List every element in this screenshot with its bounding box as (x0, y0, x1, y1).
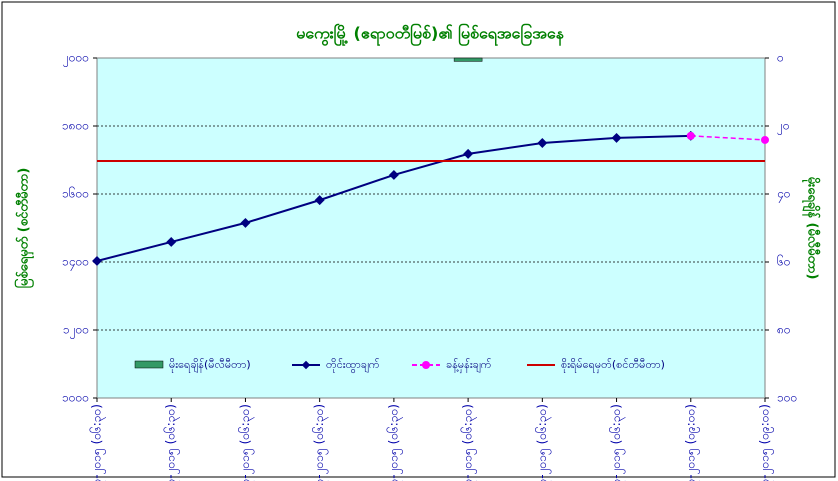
x-tick-label: ၉-၇-၂၀၁၅ (၀၆:၃၀) (89, 404, 107, 481)
legend-label: တိုင်းထွာချက် (326, 358, 380, 373)
marker (166, 236, 177, 247)
y-tick-label: ၁၆၀၀ (62, 186, 89, 201)
y-tick-label: ၂၀၀၀ (63, 51, 89, 68)
y2-tick-label: ၄၀ (777, 187, 791, 204)
marker (686, 131, 695, 140)
marker (761, 135, 769, 144)
legend-label: မိုးရေချိန်(မီလီမီတာ) (169, 358, 251, 373)
y2-tick-label: ၆၀ (777, 254, 791, 269)
y-tick-label: ၁၀၀၀ (62, 391, 89, 405)
marker (240, 217, 251, 228)
plot-area (96, 57, 766, 399)
legend-swatch (134, 360, 164, 369)
legend-marker (422, 361, 430, 369)
rain-bar (453, 57, 483, 62)
y2-tick-label: ၀ (777, 51, 784, 65)
x-tick-label: ၁၃-၇-၂၀၁၅ (၀၆:၃၀) (385, 404, 403, 481)
series-line (690, 135, 766, 141)
y-tick-label: ၁၄၀၀ (62, 255, 89, 272)
y2-tick-label: ၁၀၀ (777, 391, 797, 405)
y-tick-label: ၁၈၀၀ (62, 119, 89, 133)
legend-label: ခန့်မှန်းချက် (446, 358, 492, 373)
y-axis-label: မြစ်ရေမှတ် (စင်တီမီတာ) (14, 168, 35, 289)
y2-axis-label: မိုးရေချိန် (မီလီမီတာ) (802, 177, 822, 280)
y2-tick-label: ၈၀ (777, 323, 791, 337)
marker (463, 148, 474, 159)
x-tick-label: ၁၆-၇-၂၀၁၅ (၀၆:၃၀) (608, 404, 626, 481)
x-tick-label: ၁၅-၇-၂၀၁၅ (၀၆:၃၀) (534, 404, 552, 481)
marker (388, 170, 399, 180)
y-tick-label: ၁၂၀၀ (63, 323, 89, 340)
legend-marker (301, 360, 311, 370)
x-tick-label: ၁၄-၇-၂၀၁၅ (၀၆:၃၀) (460, 404, 478, 481)
x-tick-label: ၁၇-၇-၂၀၁၅ (၀၉:၀၀) (683, 404, 700, 481)
marker (537, 138, 548, 148)
y2-tick-label: ၂၀ (777, 119, 790, 136)
marker (314, 195, 325, 206)
x-tick-label: ၁၀-၇-၂၀၁၅ (၀၆:၃၀) (163, 404, 181, 481)
legend-label: စိုးရိမ်ရေမှတ်(စင်တီမီတာ) (561, 358, 665, 373)
x-tick-label: ၁၁-၇-၂၀၁၅ (၀၆:၃၀) (237, 404, 255, 481)
x-tick-label: ၁၂-၇-၂၀၁၅ (၀၆:၃၀) (311, 404, 329, 481)
x-tick-label: ၁၈-၇-၂၀၁၅ (၀၉:၀၀) (758, 404, 775, 481)
marker (611, 132, 622, 143)
